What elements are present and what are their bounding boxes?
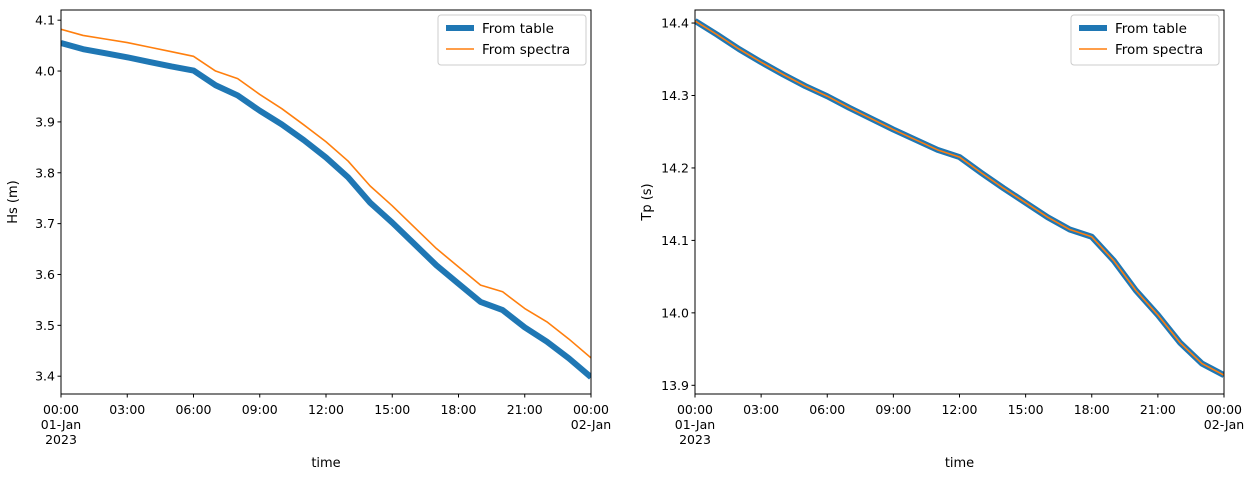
x-tick-label: 12:00 — [308, 402, 344, 417]
y-tick-label: 14.2 — [661, 160, 689, 175]
chart-panel-2: 13.9 14.0 14.1 14.2 14.3 14.4 Tp (s) 00:00 01-Ja… — [640, 9, 1244, 471]
y-tick-label: 4.0 — [35, 64, 55, 79]
y-tick-label: 3.7 — [35, 216, 55, 231]
x-tick-label: 15:00 — [1008, 402, 1044, 417]
series-line-2 — [695, 20, 1224, 376]
y-tick-label: 3.9 — [35, 114, 55, 129]
legend: From table From spectra — [1070, 14, 1220, 66]
x-axis-label: time — [311, 456, 340, 471]
legend-label: From spectra — [482, 42, 570, 58]
y-tick-label: 3.8 — [35, 165, 55, 180]
x-tick-label: 00:00 02-Jan — [1204, 402, 1244, 432]
x-tick-label: 09:00 — [875, 402, 911, 417]
series-line-1 — [695, 18, 1224, 378]
x-tick-label: 06:00 — [175, 402, 211, 417]
x-tick-label: 18:00 — [1074, 402, 1110, 417]
x-tick-label: 06:00 — [809, 402, 845, 417]
y-axis: 13.9 14.0 14.1 14.2 14.3 14.4 Tp (s) — [640, 16, 695, 393]
x-tick-label: 21:00 — [507, 402, 543, 417]
y-tick-label: 3.6 — [35, 267, 55, 282]
y-tick-label: 3.4 — [35, 369, 55, 384]
legend-label: From spectra — [1115, 42, 1203, 58]
x-tick-label: 00:00 01-Jan 2023 — [41, 402, 81, 447]
legend: From table From spectra — [437, 14, 587, 66]
x-tick-label: 00:00 01-Jan 2023 — [675, 402, 715, 447]
legend-box — [1070, 14, 1220, 66]
plot-area — [61, 28, 591, 380]
y-axis-label: Tp (s) — [640, 183, 655, 221]
y-tick-label: 13.9 — [661, 378, 689, 393]
x-axis: 00:00 01-Jan 2023 03:00 06:00 09:00 12:00 15:00… — [41, 394, 611, 471]
x-tick-label: 03:00 — [109, 402, 145, 417]
y-tick-label: 3.5 — [35, 318, 55, 333]
x-tick-label: 21:00 — [1140, 402, 1176, 417]
x-axis-label: time — [945, 456, 974, 471]
x-tick-label: 00:00 02-Jan — [571, 402, 611, 432]
y-tick-label: 14.1 — [661, 233, 689, 248]
y-tick-label: 14.3 — [661, 88, 689, 103]
plot-area — [695, 18, 1224, 378]
x-tick-label: 03:00 — [743, 402, 779, 417]
x-tick-label: 12:00 — [941, 402, 977, 417]
x-tick-label: 18:00 — [440, 402, 476, 417]
x-tick-label: 09:00 — [242, 402, 278, 417]
legend-label: From table — [482, 21, 554, 37]
y-tick-label: 14.4 — [661, 16, 689, 31]
series-line-2 — [61, 28, 591, 359]
axes-frame — [60, 9, 592, 395]
y-tick-label: 14.0 — [661, 305, 689, 320]
y-axis-label: Hs (m) — [6, 180, 21, 224]
y-tick-label: 4.1 — [35, 13, 55, 28]
series-line-1 — [61, 40, 591, 380]
x-axis: 00:00 01-Jan 2023 03:00 06:00 09:00 12:00 15:00… — [675, 394, 1244, 471]
x-tick-label: 15:00 — [374, 402, 410, 417]
y-axis: 3.4 3.5 3.6 3.7 3.8 3.9 4.0 4.1 Hs (m) — [6, 13, 61, 384]
legend-label: From table — [1115, 21, 1187, 37]
chart-panel-1: 3.4 3.5 3.6 3.7 3.8 3.9 4.0 4.1 Hs (m) 00:00 01-Ja… — [6, 9, 611, 471]
legend-box — [437, 14, 587, 66]
